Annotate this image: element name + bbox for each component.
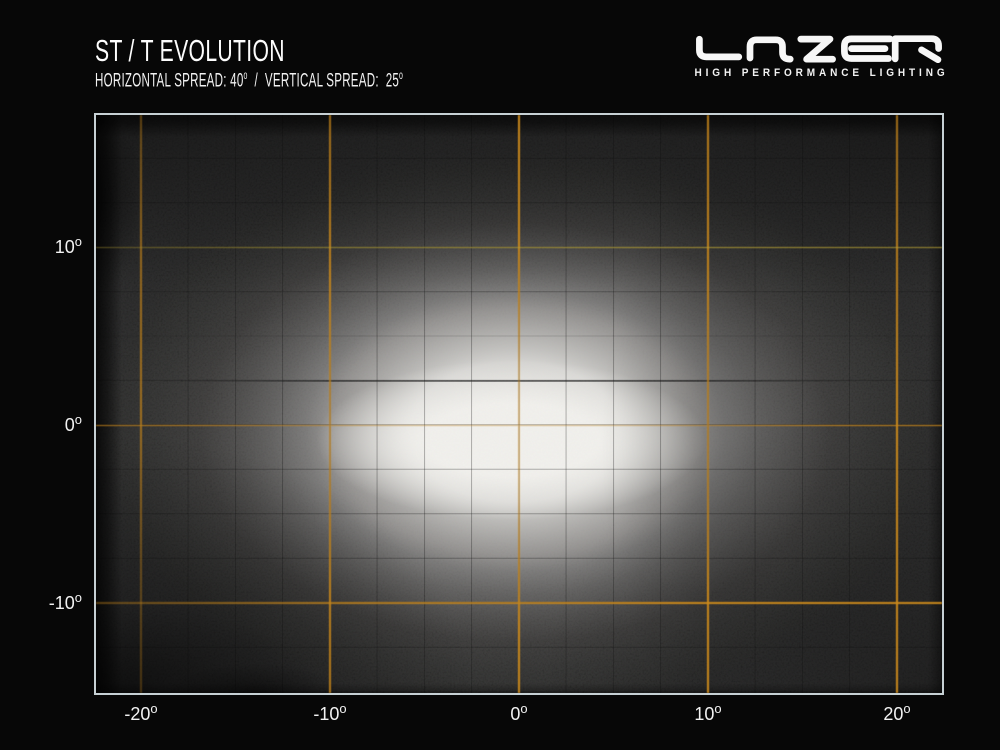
svg-text:HIGH PERFORMANCE LIGHTING: HIGH PERFORMANCE LIGHTING <box>695 67 947 79</box>
